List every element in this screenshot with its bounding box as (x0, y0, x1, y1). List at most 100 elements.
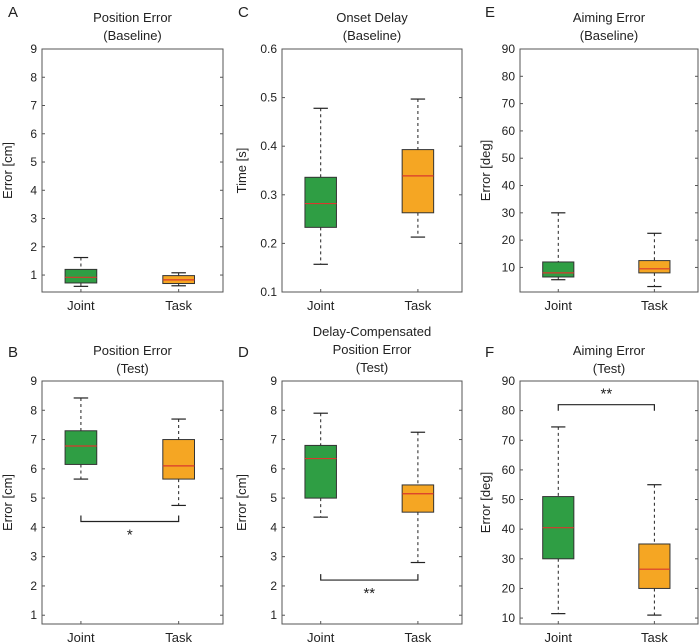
y-tick-label: 0.5 (260, 91, 277, 105)
y-axis-label: Time [s] (234, 148, 249, 194)
y-tick-label: 9 (30, 42, 37, 56)
y-tick-label: 10 (502, 260, 516, 274)
y-tick-label: 40 (502, 522, 516, 536)
x-tick-label: Task (405, 298, 432, 313)
y-tick-label: 7 (30, 99, 37, 113)
y-tick-label: 90 (502, 374, 516, 388)
y-tick-label: 40 (502, 179, 516, 193)
iqr-box (401, 149, 435, 214)
panel-letter: E (485, 4, 495, 21)
y-tick-label: 0.3 (260, 188, 277, 202)
x-tick-label: Joint (67, 630, 95, 642)
x-tick-label: Joint (307, 298, 335, 313)
y-axis-label: Error [cm] (0, 474, 15, 531)
y-tick-label: 2 (270, 579, 277, 593)
x-tick-label: Task (405, 630, 432, 642)
panel-title-line: (Test) (593, 361, 626, 376)
y-tick-label: 6 (30, 127, 37, 141)
panel-d: D Delay-Compensated Position Error (Test) 1 2… (234, 324, 463, 642)
x-tick-label: Joint (545, 298, 573, 313)
panel-b: B Position Error (Test) 1 2 3 4 5 6 7 8 9 Error [cm]… (0, 343, 224, 642)
panel-letter: A (8, 4, 18, 21)
iqr-box (638, 543, 671, 589)
panel-title-line: (Test) (116, 361, 149, 376)
box-joint (64, 256, 98, 287)
y-tick-label: 2 (30, 579, 37, 593)
y-axis-label: Error [deg] (478, 472, 493, 533)
y-tick-label: 6 (270, 462, 277, 476)
box-joint (304, 412, 337, 518)
panel-title-line: Position Error (93, 10, 172, 25)
iqr-box (542, 261, 575, 278)
panel-letter: C (238, 4, 249, 21)
y-tick-label: 60 (502, 124, 516, 138)
y-tick-label: 1 (270, 608, 277, 622)
x-tick-label: Task (165, 298, 192, 313)
y-tick-label: 80 (502, 404, 516, 418)
iqr-box (64, 430, 98, 465)
y-axis-label: Error [deg] (478, 140, 493, 201)
box-task (638, 232, 671, 288)
panel-title-line: (Test) (356, 360, 389, 375)
panel-title-line: Onset Delay (336, 10, 408, 25)
x-tick-label: Task (641, 298, 668, 313)
x-tick-label: Joint (307, 630, 335, 642)
panel-f: F Aiming Error (Test) 10 20 30 40 50 60 70 80 90 Err… (478, 343, 699, 642)
y-tick-label: 8 (30, 70, 37, 84)
panel-title-line: Aiming Error (573, 343, 646, 358)
y-tick-label: 0.6 (260, 42, 277, 56)
y-tick-label: 8 (270, 403, 277, 417)
y-tick-label: 4 (30, 183, 37, 197)
box-task (162, 272, 195, 287)
y-tick-label: 5 (270, 491, 277, 505)
axes-frame (41, 48, 224, 293)
y-tick-label: 30 (502, 552, 516, 566)
y-tick-label: 80 (502, 69, 516, 83)
y-tick-label: 2 (30, 240, 37, 254)
axes-frame (281, 48, 463, 293)
iqr-box (64, 268, 98, 284)
y-tick-label: 0.4 (260, 139, 277, 153)
panel-letter: D (238, 344, 249, 361)
y-tick-label: 3 (30, 550, 37, 564)
iqr-box (638, 260, 671, 274)
y-tick-label: 8 (30, 403, 37, 417)
y-tick-label: 60 (502, 463, 516, 477)
panel-title-line: (Baseline) (580, 28, 639, 43)
x-tick-label: Joint (67, 298, 95, 313)
x-tick-label: Task (641, 630, 668, 642)
y-axis-label: Error [cm] (234, 474, 249, 531)
y-tick-label: 6 (30, 462, 37, 476)
panel-title-line: Position Error (93, 343, 172, 358)
panel-title-line: (Baseline) (343, 28, 402, 43)
box-task (162, 418, 195, 507)
y-tick-label: 1 (30, 608, 37, 622)
significance-bracket (80, 515, 180, 523)
y-tick-label: 20 (502, 581, 516, 595)
y-tick-label: 3 (30, 212, 37, 226)
y-tick-label: 9 (30, 374, 37, 388)
y-tick-label: 50 (502, 493, 516, 507)
y-tick-label: 4 (270, 520, 277, 534)
panel-letter: B (8, 344, 18, 361)
y-tick-label: 0.2 (260, 236, 277, 250)
panel-title-line: Position Error (333, 342, 412, 357)
y-tick-label: 7 (30, 433, 37, 447)
y-tick-label: 70 (502, 433, 516, 447)
axes-frame (41, 380, 224, 625)
y-tick-label: 0.1 (260, 285, 277, 299)
iqr-box (304, 444, 337, 499)
y-tick-label: 90 (502, 42, 516, 56)
significance-label: * (127, 527, 133, 544)
y-tick-label: 50 (502, 151, 516, 165)
y-tick-label: 20 (502, 233, 516, 247)
panel-title-line: Delay-Compensated (313, 324, 432, 339)
y-tick-label: 9 (270, 374, 277, 388)
iqr-box (162, 439, 195, 480)
iqr-box (401, 484, 435, 513)
y-tick-label: 5 (30, 155, 37, 169)
significance-label: ** (600, 386, 612, 403)
box-joint (542, 212, 575, 281)
y-tick-label: 5 (30, 491, 37, 505)
